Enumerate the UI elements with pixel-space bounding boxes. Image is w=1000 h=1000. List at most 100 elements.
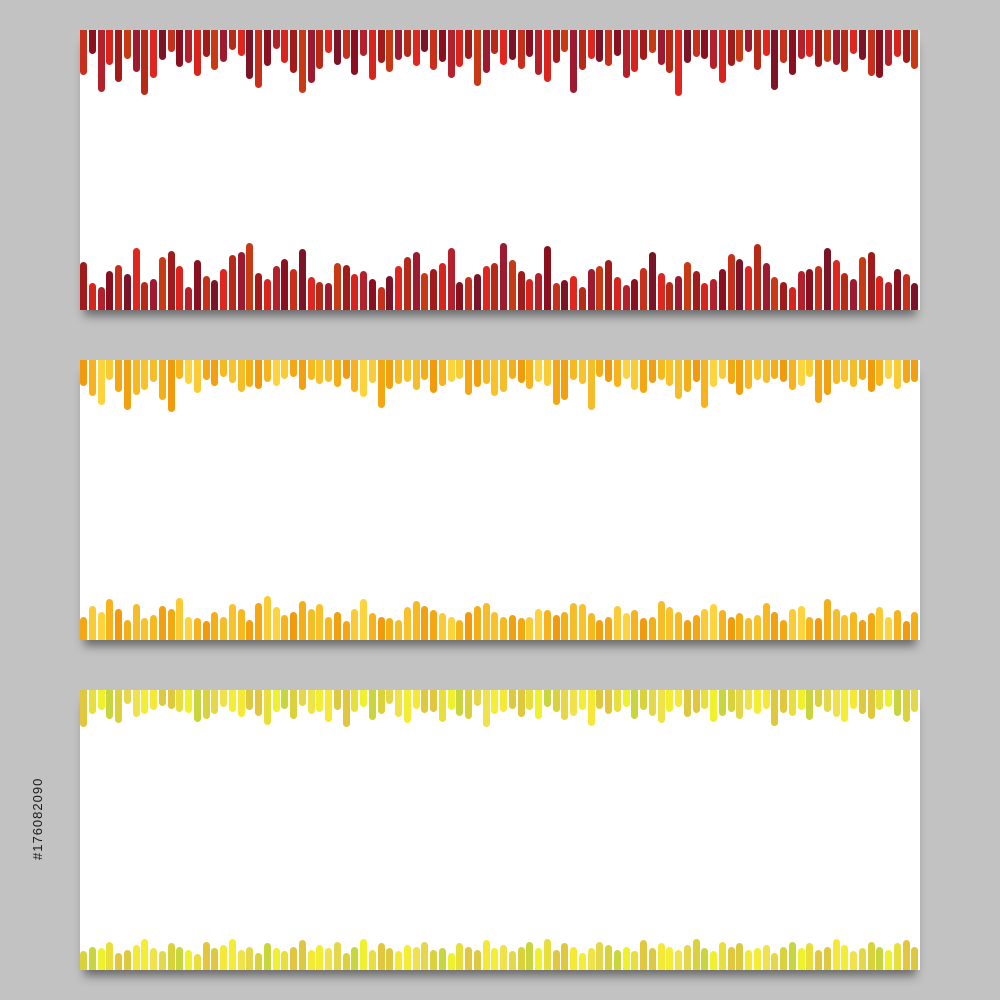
yellow-bottom-bar — [80, 951, 87, 970]
red-bottom-bar — [543, 246, 551, 310]
yellow-top-bar — [552, 690, 560, 712]
yellow-top-bar — [771, 690, 779, 726]
orange-top-bar — [403, 360, 411, 382]
yellow-bottom-bar — [333, 942, 341, 970]
yellow-top-bar — [867, 690, 875, 719]
red-bottom-bar — [710, 279, 717, 310]
yellow-bottom-bar — [167, 943, 175, 970]
orange-bottom-bar — [246, 620, 254, 640]
yellow-top-bar — [605, 690, 612, 714]
red-top-bar — [193, 30, 201, 76]
yellow-top-bar — [902, 690, 910, 722]
orange-top-bar — [710, 360, 717, 387]
red-top-bar — [272, 30, 280, 49]
red-top-bar — [403, 30, 411, 57]
yellow-top-bar — [211, 690, 219, 714]
yellow-top-bar — [806, 690, 814, 720]
orange-top-bar — [202, 360, 210, 380]
orange-top-bar — [613, 360, 621, 387]
red-top-bar — [561, 30, 569, 52]
red-top-bar — [150, 30, 157, 78]
orange-bottom-bar — [132, 604, 140, 640]
red-bottom-bar — [473, 274, 481, 310]
red-bottom-bar — [867, 252, 875, 310]
yellow-top-bar — [132, 690, 140, 717]
red-top-bar — [176, 30, 184, 67]
orange-top-bar — [850, 360, 857, 387]
yellow-bottom-bar — [115, 953, 122, 970]
orange-top-bar — [885, 360, 892, 379]
red-bottom-bar — [823, 248, 831, 310]
yellow-bottom-bar — [272, 948, 280, 970]
orange-top-bar — [561, 360, 569, 400]
orange-top-bar — [106, 360, 114, 380]
red-top-bar — [788, 30, 796, 75]
red-bottom-bar — [640, 268, 647, 310]
red-bottom-bar — [333, 263, 341, 310]
red-bottom-bar — [97, 287, 105, 310]
yellow-bottom-bar — [290, 947, 297, 970]
orange-top-bar — [508, 360, 516, 379]
orange-bottom-bar — [491, 612, 499, 640]
yellow-top-bar — [543, 690, 551, 707]
yellow-top-bar — [141, 690, 149, 714]
red-bar-field — [80, 30, 920, 310]
yellow-top-bar — [298, 690, 306, 706]
orange-bottom-bar — [333, 612, 341, 640]
red-top-bar — [377, 30, 385, 63]
red-top-bar — [307, 30, 315, 83]
yellow-bottom-bar — [596, 942, 604, 970]
orange-top-bar — [718, 360, 726, 379]
red-top-bar — [97, 30, 105, 92]
orange-top-bar — [272, 360, 280, 386]
orange-top-bar — [543, 360, 551, 386]
red-top-bar — [858, 30, 866, 60]
red-bottom-bar — [185, 287, 192, 310]
yellow-bottom-bar — [403, 945, 411, 970]
yellow-top-bar — [657, 690, 665, 723]
red-top-bar — [255, 30, 262, 88]
red-bottom-bar — [745, 266, 752, 310]
red-bottom-bar — [290, 269, 297, 310]
yellow-bottom-bar — [613, 950, 621, 970]
orange-top-bar — [185, 360, 192, 384]
yellow-bottom-bar — [561, 943, 569, 970]
red-top-bar — [683, 30, 691, 63]
orange-top-bar — [631, 360, 639, 390]
red-bottom-bar — [80, 262, 87, 310]
yellow-bottom-bar — [447, 953, 455, 970]
orange-bottom-bar — [788, 609, 796, 640]
orange-top-bar — [246, 360, 254, 387]
red-top-bar — [570, 30, 577, 93]
orange-bottom-bar — [438, 613, 446, 640]
red-top-bar — [473, 30, 481, 86]
red-top-bar — [780, 30, 787, 63]
yellow-bottom-bar — [421, 942, 429, 970]
red-top-bar — [605, 30, 612, 66]
red-bottom-bar — [141, 282, 149, 310]
yellow-bottom-bar — [342, 953, 350, 970]
red-top-bar — [753, 30, 761, 70]
yellow-bottom-bar — [876, 947, 884, 970]
orange-top-bar — [158, 360, 166, 400]
orange-top-bar — [255, 360, 262, 389]
red-top-bar — [228, 30, 236, 50]
red-top-bar — [648, 30, 656, 53]
red-top-bar — [412, 30, 420, 66]
red-top-bar — [631, 30, 639, 72]
red-bottom-bar — [115, 265, 122, 310]
yellow-top-bar — [430, 690, 437, 712]
yellow-bottom-bar — [220, 945, 227, 970]
yellow-top-bar — [465, 690, 472, 719]
red-top-bar — [666, 30, 674, 73]
orange-bottom-bar — [535, 609, 542, 640]
orange-top-bar — [263, 360, 271, 382]
yellow-bottom-bar — [578, 953, 586, 970]
red-top-bar — [438, 30, 446, 62]
orange-bottom-bar — [403, 607, 411, 640]
yellow-top-bar — [718, 690, 726, 716]
orange-top-bar — [465, 360, 472, 395]
red-top-bar — [745, 30, 752, 52]
red-bottom-bar — [106, 271, 114, 310]
red-bottom-bar — [657, 273, 665, 310]
